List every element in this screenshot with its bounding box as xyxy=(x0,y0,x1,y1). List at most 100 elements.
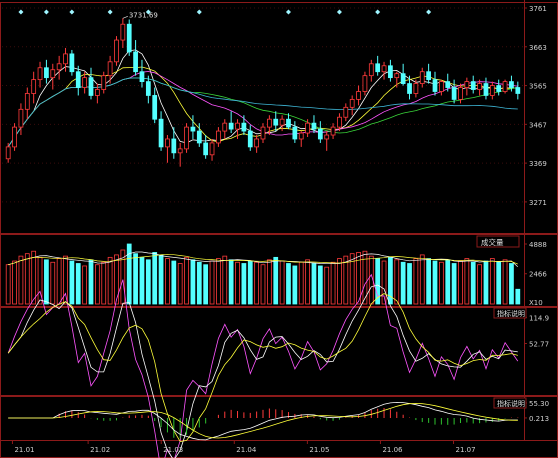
volume-bar xyxy=(426,258,432,305)
candle xyxy=(235,119,240,139)
candle xyxy=(509,75,514,92)
volume-bar xyxy=(196,261,202,305)
signal-marker xyxy=(69,9,75,15)
volume-bar xyxy=(82,265,88,305)
candle-body xyxy=(266,118,272,128)
volume-bar xyxy=(44,259,49,305)
candle-body xyxy=(145,81,151,96)
volume-bar xyxy=(254,261,260,305)
candle xyxy=(394,71,400,88)
candle xyxy=(145,75,151,104)
volume-bar xyxy=(228,259,234,305)
candle-body xyxy=(120,23,126,41)
candle xyxy=(247,125,253,151)
indicator-2-legend-label: 指标说明 xyxy=(497,399,525,408)
candle xyxy=(337,113,342,132)
candle-body xyxy=(432,79,438,92)
price-tick-label: 3271 xyxy=(529,199,547,207)
volume-bar xyxy=(50,261,56,305)
volume-bar xyxy=(158,254,164,305)
indicator-2-tick-label: 0.213 xyxy=(529,415,549,423)
volume-bar xyxy=(419,254,425,305)
candle xyxy=(286,113,291,130)
candle-body xyxy=(69,53,75,73)
indicator-1-tick-label: 52.77 xyxy=(529,341,549,349)
candle-body xyxy=(375,63,381,73)
volume-bar xyxy=(190,259,196,305)
volume-unit-label: X10 xyxy=(529,299,543,307)
volume-bar xyxy=(222,255,228,305)
candle xyxy=(388,59,393,82)
candle-body xyxy=(394,73,400,79)
volume-bar xyxy=(324,266,330,305)
candle-body xyxy=(18,108,24,128)
candle xyxy=(260,123,266,143)
candle-body xyxy=(5,146,11,160)
volume-bar xyxy=(101,261,107,305)
candle-body xyxy=(362,75,368,92)
candle xyxy=(31,71,37,104)
volume-bar xyxy=(298,261,304,305)
volume-bar xyxy=(184,256,189,305)
volume-bar xyxy=(241,263,247,305)
volume-bar xyxy=(330,261,336,305)
candle xyxy=(470,75,476,94)
candle xyxy=(343,103,349,122)
candle xyxy=(266,115,272,136)
indicator-2-histogram xyxy=(8,401,519,441)
indicator-2-legend[interactable]: 指标说明 xyxy=(493,397,527,409)
candle-body xyxy=(419,71,425,84)
candle-body xyxy=(171,138,177,154)
candle xyxy=(502,79,508,94)
volume-bar xyxy=(286,263,291,305)
volume-bar xyxy=(292,265,298,305)
candle xyxy=(375,55,381,76)
candle-body xyxy=(114,39,119,63)
volume-bar xyxy=(69,260,75,305)
candle xyxy=(254,135,260,153)
candle-body xyxy=(343,106,349,118)
candle xyxy=(317,121,323,143)
volume-tick-label: 4888 xyxy=(529,241,547,249)
candle xyxy=(196,123,202,147)
candle-body xyxy=(190,126,196,132)
volume-bar xyxy=(343,255,349,305)
indicator-1-legend[interactable]: 指标说明 xyxy=(493,307,527,319)
candle-body xyxy=(101,75,107,90)
candle-body xyxy=(477,83,482,90)
candle-body xyxy=(292,126,298,140)
candle xyxy=(445,73,451,92)
signal-marker xyxy=(145,9,151,15)
volume-legend[interactable]: 成交量 xyxy=(476,235,520,248)
candle-body xyxy=(24,93,30,110)
candle-body xyxy=(279,118,285,126)
volume-bar xyxy=(337,258,342,305)
candle-body xyxy=(509,81,514,88)
candle xyxy=(120,18,126,48)
candle-body xyxy=(196,130,202,144)
signal-marker xyxy=(196,9,202,15)
volume-bar xyxy=(165,258,170,305)
candle xyxy=(381,61,387,80)
signal-markers xyxy=(18,9,432,15)
candle-body xyxy=(63,53,68,65)
candle-body xyxy=(94,89,100,96)
price-tick-label: 3663 xyxy=(529,44,547,52)
volume-bar xyxy=(477,264,482,305)
panel-frame xyxy=(0,2,558,234)
volume-bar xyxy=(94,264,100,305)
volume-bar xyxy=(317,265,323,305)
time-tick-label: 21.02 xyxy=(90,446,110,454)
candle xyxy=(458,83,463,104)
volume-bar xyxy=(438,261,444,305)
volume-ma-line xyxy=(8,253,518,266)
candle xyxy=(203,135,209,159)
candle-body xyxy=(337,116,342,128)
indicator-1-line xyxy=(7,293,518,443)
candle-body xyxy=(286,118,291,128)
volume-bar xyxy=(273,256,279,305)
candle xyxy=(114,36,119,66)
volume-bar xyxy=(266,259,272,305)
candle xyxy=(298,131,304,147)
